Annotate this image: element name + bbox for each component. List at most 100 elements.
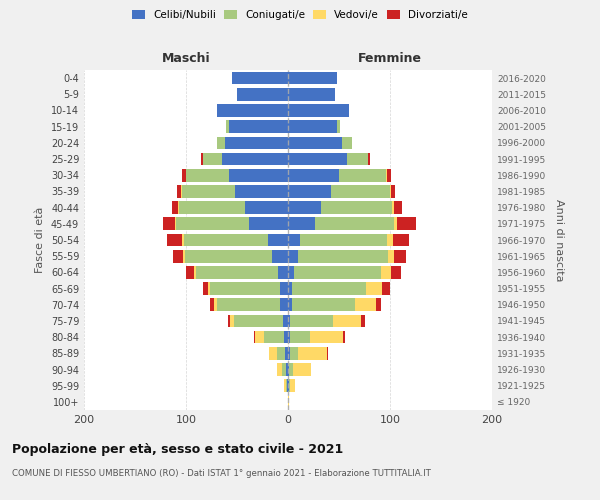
Bar <box>286 380 287 392</box>
Bar <box>211 298 214 311</box>
Bar <box>269 347 277 360</box>
Bar <box>337 120 340 133</box>
Bar <box>320 202 392 214</box>
Bar <box>229 120 288 133</box>
Bar <box>365 282 382 295</box>
Bar <box>394 202 402 214</box>
Bar <box>284 380 286 392</box>
Bar <box>256 331 263 344</box>
Bar <box>386 169 387 181</box>
Bar <box>391 185 395 198</box>
Bar <box>280 282 288 295</box>
Bar <box>234 314 283 328</box>
Bar <box>217 104 288 117</box>
Bar <box>203 152 222 166</box>
Bar <box>391 266 401 278</box>
Bar <box>282 363 286 376</box>
Bar <box>177 185 181 198</box>
Bar <box>287 380 288 392</box>
Bar <box>230 314 234 328</box>
Bar <box>339 169 386 181</box>
Bar <box>182 169 186 181</box>
Bar <box>167 234 182 246</box>
Bar <box>181 185 182 198</box>
Bar <box>277 363 282 376</box>
Bar <box>288 347 290 360</box>
Bar <box>284 331 288 344</box>
Y-axis label: Fasce di età: Fasce di età <box>35 207 45 273</box>
Bar <box>228 314 230 328</box>
Bar <box>288 152 347 166</box>
Bar <box>185 250 272 262</box>
Text: Femmine: Femmine <box>358 52 422 65</box>
Bar <box>222 152 288 166</box>
Bar <box>361 314 365 328</box>
Bar <box>283 314 288 328</box>
Bar <box>203 282 208 295</box>
Bar <box>294 266 381 278</box>
Bar <box>186 266 194 278</box>
Bar <box>392 202 394 214</box>
Bar <box>387 234 393 246</box>
Bar <box>288 185 331 198</box>
Bar <box>288 72 337 85</box>
Bar <box>254 331 256 344</box>
Bar <box>278 266 288 278</box>
Bar <box>232 72 288 85</box>
Bar <box>290 331 310 344</box>
Y-axis label: Anni di nascita: Anni di nascita <box>554 198 565 281</box>
Bar <box>376 298 381 311</box>
Bar <box>175 218 176 230</box>
Bar <box>314 218 394 230</box>
Bar <box>182 234 184 246</box>
Bar <box>288 282 292 295</box>
Bar <box>288 169 339 181</box>
Bar <box>288 218 314 230</box>
Bar <box>288 396 289 408</box>
Bar <box>289 363 293 376</box>
Bar <box>176 218 249 230</box>
Bar <box>235 185 288 198</box>
Bar <box>208 282 211 295</box>
Bar <box>211 282 280 295</box>
Bar <box>288 202 320 214</box>
Bar <box>285 347 288 360</box>
Bar <box>288 363 289 376</box>
Bar <box>388 250 394 262</box>
Bar <box>288 298 292 311</box>
Bar <box>280 298 288 311</box>
Bar <box>300 234 387 246</box>
Bar <box>194 266 196 278</box>
Bar <box>245 202 288 214</box>
Bar <box>381 266 391 278</box>
Bar <box>286 363 288 376</box>
Bar <box>184 234 268 246</box>
Bar <box>394 250 406 262</box>
Bar <box>183 250 185 262</box>
Bar <box>182 185 235 198</box>
Bar <box>217 136 225 149</box>
Bar <box>226 120 229 133</box>
Bar <box>237 88 288 101</box>
Bar <box>163 218 175 230</box>
Bar <box>288 234 300 246</box>
Bar <box>288 380 289 392</box>
Bar <box>173 250 183 262</box>
Bar <box>397 218 416 230</box>
Bar <box>263 331 284 344</box>
Bar <box>298 250 388 262</box>
Bar <box>288 120 337 133</box>
Bar <box>394 218 397 230</box>
Text: Popolazione per età, sesso e stato civile - 2021: Popolazione per età, sesso e stato civil… <box>12 442 343 456</box>
Bar <box>355 298 376 311</box>
Bar <box>310 331 343 344</box>
Bar <box>368 152 370 166</box>
Bar <box>214 298 217 311</box>
Bar <box>288 104 349 117</box>
Bar <box>288 250 298 262</box>
Bar <box>229 169 288 181</box>
Bar <box>225 136 288 149</box>
Bar <box>277 347 285 360</box>
Bar <box>288 314 290 328</box>
Bar <box>347 152 368 166</box>
